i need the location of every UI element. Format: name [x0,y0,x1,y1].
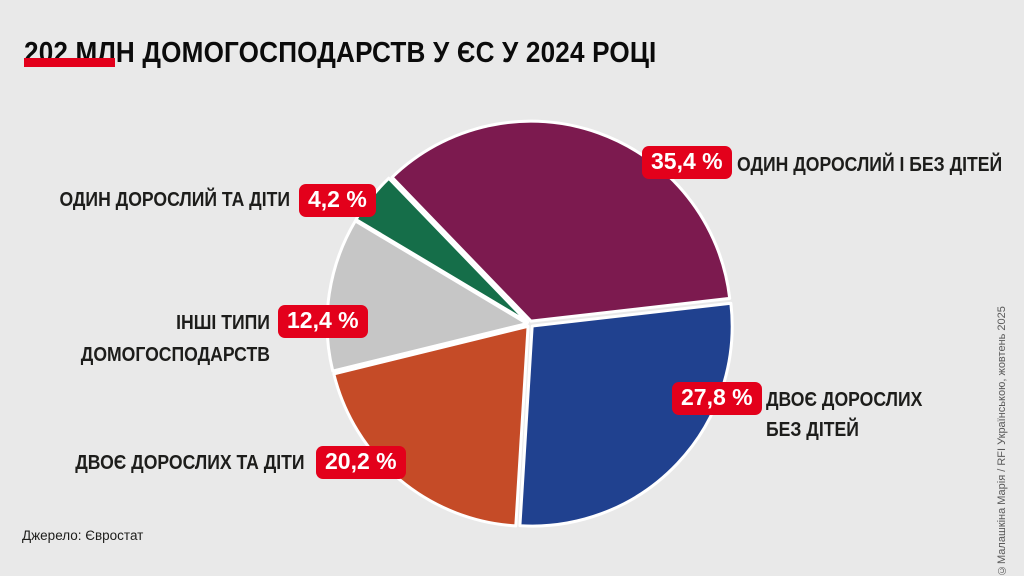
page-title: 202 МЛН ДОМОГОСПОДАРСТВ У ЄС У 2024 РОЦІ [24,37,657,70]
slice-label-line: ОДИН ДОРОСЛИЙ ТА ДІТИ [59,189,290,211]
slice-label-two-adults-no-children: ДВОЄ ДОРОСЛИХ БЕЗ ДІТЕЙ [766,385,922,445]
slice-label-line: БЕЗ ДІТЕЙ [766,419,859,441]
pie-slice-3 [325,219,529,373]
slice-label-other-household-types: ІНШІ ТИПИ ДОМОГОСПОДАРСТВ [81,307,270,371]
pie-slice-2 [332,324,530,528]
pct-badge-one-adult-with-children: 4,2 % [299,184,376,217]
slice-label-line: ДОМОГОСПОДАРСТВ [80,344,270,366]
pct-badge-two-adults-no-children: 27,8 % [672,382,762,415]
slice-label-line: ДВОЄ ДОРОСЛИХ ТА ДІТИ [75,452,305,474]
slice-label-line: ДВОЄ ДОРОСЛИХ [766,389,923,411]
title-underline-bar [24,58,115,67]
pct-badge-two-adults-with-children: 20,2 % [316,446,406,479]
slice-label-line: ІНШІ ТИПИ [176,312,270,334]
pie-slice-1 [518,301,734,528]
slice-label-one-adult-with-children: ОДИН ДОРОСЛИЙ ТА ДІТИ [59,187,290,213]
source-note: Джерело: Євростат [22,528,144,543]
author-credit: ©Малашкіна Марія / RFI Українською, жовт… [996,306,1008,576]
slice-label-two-adults-with-children: ДВОЄ ДОРОСЛИХ ТА ДІТИ [76,450,305,476]
pct-badge-other-household-types: 12,4 % [278,305,368,338]
pct-badge-one-adult-no-children: 35,4 % [642,146,732,179]
slice-label-one-adult-no-children: ОДИН ДОРОСЛИЙ І БЕЗ ДІТЕЙ [737,152,1002,178]
slice-label-line: ОДИН ДОРОСЛИЙ І БЕЗ ДІТЕЙ [737,154,1003,176]
